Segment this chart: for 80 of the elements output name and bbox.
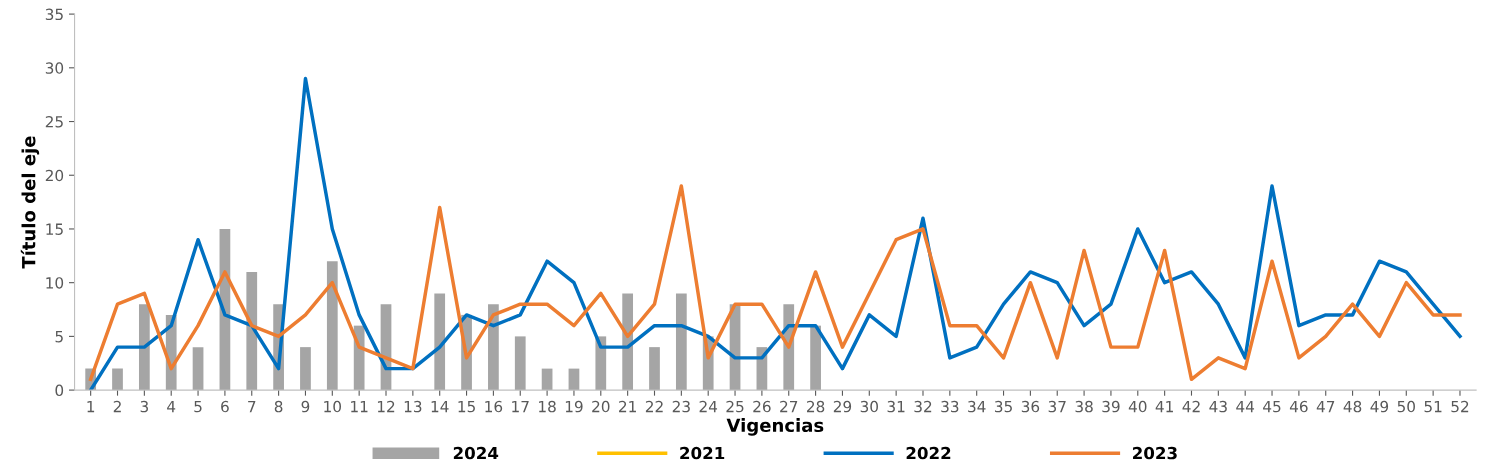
y-tick-label: 10 (46, 277, 64, 289)
x-tick-label: 46 (1289, 400, 1308, 413)
x-tick-label: 38 (1075, 400, 1093, 413)
x-tick-label: 32 (914, 400, 932, 413)
x-tick-label: 33 (941, 400, 959, 413)
bar (246, 271, 258, 391)
x-tick-label: 31 (887, 400, 905, 413)
x-tick-label: 39 (1102, 400, 1120, 413)
x-tick-label: 23 (672, 400, 690, 413)
x-tick-label: 12 (377, 400, 395, 413)
x-tick-label: 13 (404, 400, 422, 413)
bar (649, 347, 660, 391)
x-tick-label: 9 (301, 400, 310, 413)
x-tick-label: 51 (1424, 400, 1442, 413)
bar (300, 347, 311, 391)
legend-label: 2023 (1133, 446, 1177, 460)
legend-label: 2022 (906, 446, 951, 460)
x-tick-label: 27 (780, 400, 798, 413)
x-tick-label: 28 (806, 400, 825, 413)
bar (112, 368, 123, 391)
x-tick-label: 30 (860, 400, 878, 413)
x-tick-label: 35 (994, 400, 1012, 413)
x-tick-label: 3 (140, 400, 148, 413)
y-tick-label: 5 (55, 331, 63, 343)
x-tick-label: 37 (1048, 400, 1066, 413)
x-tick-label: 24 (699, 400, 718, 413)
bar (326, 261, 338, 391)
bar (192, 347, 204, 391)
bar (675, 293, 687, 391)
x-tick-label: 5 (194, 400, 202, 413)
y-tick-label: 0 (55, 384, 64, 397)
line-series (88, 76, 1462, 391)
x-tick-label: 25 (726, 400, 744, 413)
x-tick-label: 40 (1128, 400, 1147, 413)
y-axis-title: Título del eje (20, 136, 40, 269)
x-tick-label: 26 (753, 400, 771, 413)
x-tick-label: 21 (619, 400, 636, 413)
line-series (88, 184, 1462, 382)
bar (138, 304, 150, 391)
y-tick-label: 25 (45, 115, 63, 128)
x-tick-label: 50 (1397, 400, 1415, 413)
x-tick-label: 4 (167, 400, 176, 413)
x-tick-label: 41 (1155, 400, 1173, 413)
y-tick-label: 20 (45, 169, 64, 182)
x-tick-label: 49 (1370, 400, 1389, 413)
x-tick-label: 42 (1182, 400, 1200, 413)
x-tick-label: 11 (351, 400, 368, 413)
x-tick-label: 15 (458, 400, 475, 413)
x-tick-label: 22 (645, 400, 663, 413)
x-tick-label: 1 (87, 400, 95, 413)
y-tick-label: 15 (46, 223, 63, 235)
x-tick-label: 18 (539, 400, 556, 413)
x-tick-label: 29 (833, 400, 852, 413)
x-tick-label: 47 (1316, 400, 1335, 413)
x-tick-label: 6 (221, 400, 229, 413)
x-axis-title: Vigencias (726, 418, 824, 436)
bar (514, 336, 526, 391)
x-tick-label: 34 (968, 400, 986, 413)
x-tick-label: 19 (565, 400, 583, 413)
x-tick-label: 43 (1209, 400, 1227, 413)
legend-label: 2024 (453, 446, 499, 460)
x-tick-label: 16 (485, 400, 503, 413)
y-tick-label: 30 (45, 62, 64, 74)
y-tick-label: 35 (45, 8, 63, 21)
x-tick-label: 48 (1343, 400, 1362, 413)
x-tick-label: 8 (274, 400, 283, 413)
bar (595, 336, 607, 391)
x-tick-label: 17 (512, 400, 529, 413)
x-tick-label: 7 (248, 400, 256, 413)
bar (810, 325, 821, 391)
x-tick-label: 14 (431, 400, 449, 413)
x-tick-label: 52 (1451, 400, 1469, 413)
x-tick-label: 20 (592, 400, 610, 413)
x-tick-label: 45 (1263, 400, 1281, 413)
x-tick-label: 10 (324, 400, 342, 413)
x-tick-label: 2 (113, 400, 121, 413)
legend-label: 2021 (680, 446, 725, 460)
x-tick-label: 44 (1236, 400, 1255, 413)
bar (434, 293, 446, 391)
x-tick-label: 36 (1021, 400, 1040, 413)
